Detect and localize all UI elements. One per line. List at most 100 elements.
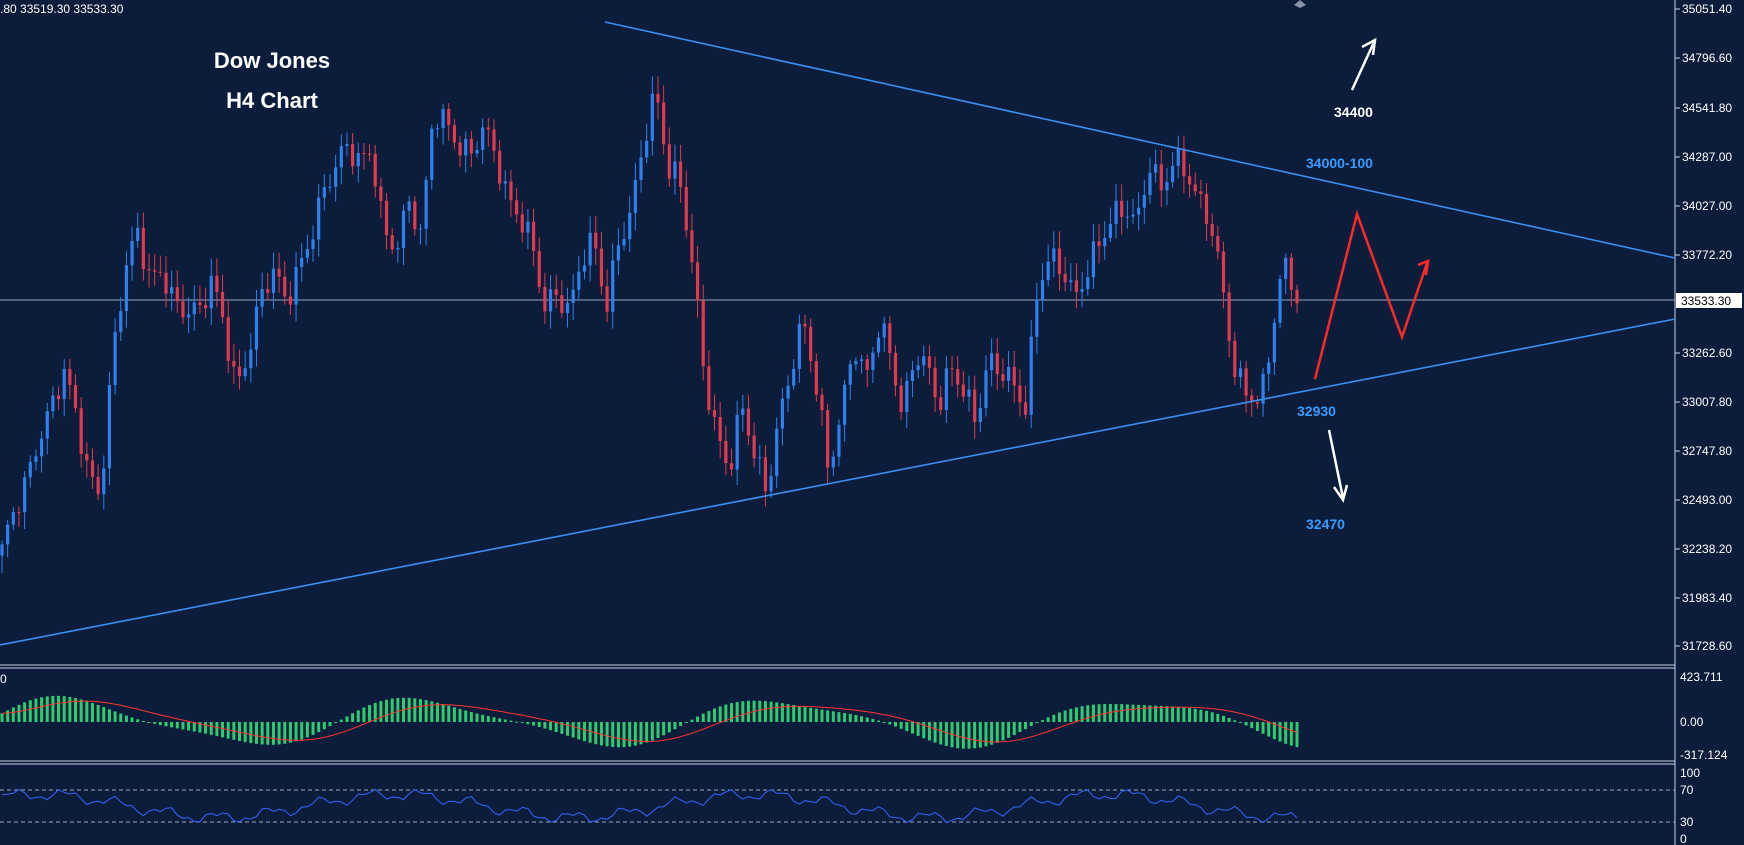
candle-body — [435, 128, 440, 130]
candle-body — [1199, 191, 1203, 194]
candle-body — [356, 153, 360, 167]
candle-body — [769, 476, 773, 492]
macd-histogram-bar — [933, 722, 937, 743]
macd-histogram-bar — [390, 698, 394, 722]
candle-body — [1142, 194, 1146, 208]
chart-title-line1: Dow Jones — [214, 48, 330, 73]
macd-histogram-bar — [1063, 710, 1067, 722]
candle-body — [650, 93, 654, 141]
macd-histogram-bar — [973, 722, 977, 749]
price-tick-label: 34541.80 — [1682, 101, 1732, 115]
projection-path — [1313, 209, 1429, 380]
candle-body — [724, 440, 728, 464]
candle-body — [758, 457, 762, 459]
macd-tick-zero: 0.00 — [1680, 715, 1704, 729]
macd-histogram-bar — [893, 722, 897, 727]
macd-histogram-bar — [418, 699, 422, 722]
macd-histogram-bar — [85, 701, 89, 722]
candle-body — [950, 368, 954, 370]
price-tick-label: 35051.40 — [1682, 2, 1732, 16]
up-arrowhead-icon — [1361, 37, 1377, 56]
candle-body — [893, 352, 898, 386]
candle-body — [599, 248, 604, 287]
macd-histogram-bar — [1097, 704, 1101, 722]
macd-histogram-bar — [283, 722, 287, 744]
macd-histogram-bar — [57, 695, 61, 722]
macd-histogram-bar — [554, 722, 558, 732]
macd-histogram-bar — [515, 721, 519, 723]
candle-body — [554, 289, 558, 296]
candle-body — [85, 453, 89, 461]
macd-histogram-bar — [611, 722, 615, 748]
candle-body — [882, 323, 886, 338]
macd-histogram-bar — [1080, 706, 1084, 722]
candle-body — [1216, 236, 1220, 252]
macd-histogram-bar — [1052, 714, 1056, 722]
candle-body — [1029, 336, 1033, 415]
macd-signal-line — [1, 700, 1298, 743]
macd-histogram-bar — [1012, 722, 1016, 736]
candle-body — [1097, 241, 1101, 247]
macd-histogram-bar — [11, 707, 15, 722]
price-tick-label: 34796.60 — [1682, 51, 1732, 65]
macd-histogram-bar — [588, 722, 592, 743]
candle-body — [560, 295, 564, 314]
macd-histogram-bar — [407, 697, 411, 722]
candle-body — [1244, 368, 1248, 396]
macd-histogram-bar — [204, 722, 208, 734]
candle-body — [616, 245, 620, 261]
descending-trendline[interactable] — [604, 21, 1676, 259]
macd-histogram-bar — [164, 722, 168, 727]
down-arrow-icon — [1327, 429, 1345, 499]
price-tick-label: 32747.80 — [1682, 444, 1732, 458]
candle-body — [305, 248, 309, 258]
macd-histogram-bar — [543, 722, 547, 729]
rsi-tick-100: 100 — [1680, 766, 1700, 780]
candle-body — [1284, 257, 1288, 280]
candle-body — [1125, 216, 1129, 218]
candle-body — [153, 270, 157, 272]
macd-histogram-bar — [882, 722, 886, 723]
candle-body — [328, 186, 332, 188]
candle-body — [1012, 366, 1016, 386]
macd-histogram-bar — [639, 722, 643, 745]
candle-body — [1187, 176, 1192, 185]
macd-histogram-bar — [107, 709, 111, 722]
candle-body — [469, 138, 473, 154]
candle-body — [220, 292, 225, 318]
candle-body — [379, 186, 383, 201]
macd-histogram-bar — [249, 722, 253, 744]
macd-histogram-bar — [1114, 704, 1118, 722]
candle-body — [509, 181, 513, 201]
candle-body — [1261, 373, 1265, 404]
candle-body — [809, 326, 813, 362]
candle-body — [831, 456, 835, 468]
macd-histogram-bar — [713, 708, 717, 722]
candle-body — [1069, 280, 1073, 283]
candle-body — [735, 414, 739, 470]
macd-histogram-bar — [158, 722, 162, 726]
macd-histogram-bar — [198, 722, 202, 733]
candle-body — [639, 157, 643, 180]
rsi-tick-0: 0 — [1680, 832, 1687, 845]
macd-histogram-bar — [0, 713, 4, 722]
ohlc-readout: .80 33519.30 33533.30 — [0, 2, 124, 16]
chart-title-line2: H4 Chart — [226, 88, 318, 113]
candle-body — [1154, 164, 1158, 173]
candle-body — [62, 368, 66, 400]
macd-histogram-bar — [1057, 712, 1061, 722]
macd-histogram-bar — [995, 722, 999, 743]
macd-histogram-bar — [260, 722, 264, 745]
candle-body — [1035, 299, 1039, 337]
macd-histogram-bar — [616, 722, 620, 748]
candle-body — [254, 306, 259, 350]
macd-histogram-bar — [758, 700, 762, 722]
macd-histogram-bar — [1091, 704, 1095, 722]
macd-histogram-bar — [1188, 708, 1192, 722]
ascending-trendline[interactable] — [0, 318, 1676, 646]
macd-histogram-bar — [509, 720, 513, 722]
candle-body — [854, 361, 858, 365]
candle-body — [571, 289, 575, 303]
candle-body — [407, 201, 411, 211]
